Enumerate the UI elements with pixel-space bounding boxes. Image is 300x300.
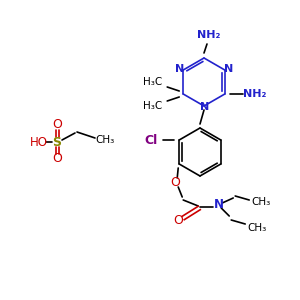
Text: O: O <box>52 118 62 131</box>
Text: Cl: Cl <box>145 134 158 146</box>
Text: HO: HO <box>30 136 48 148</box>
Text: CH₃: CH₃ <box>95 135 115 145</box>
Text: CH₃: CH₃ <box>252 197 271 207</box>
Text: NH₂: NH₂ <box>197 30 221 40</box>
Text: NH₂: NH₂ <box>243 89 266 99</box>
Text: H₃C: H₃C <box>142 101 162 111</box>
Text: O: O <box>173 214 183 227</box>
Text: S: S <box>52 136 62 148</box>
Text: H₃C: H₃C <box>142 77 162 87</box>
Text: N: N <box>224 64 233 74</box>
Text: O: O <box>170 176 180 188</box>
Text: O: O <box>52 152 62 166</box>
Text: N: N <box>214 199 224 212</box>
Text: CH₃: CH₃ <box>248 223 267 233</box>
Text: N: N <box>175 64 184 74</box>
Text: N: N <box>200 102 210 112</box>
